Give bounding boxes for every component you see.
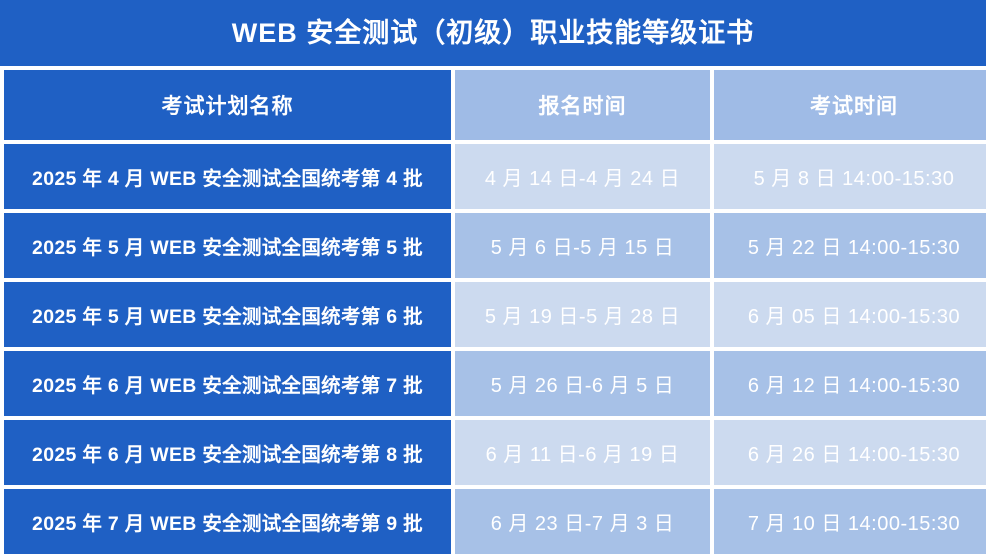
cell-plan-name: 2025 年 6 月 WEB 安全测试全国统考第 7 批 [4, 351, 451, 416]
table-row: 2025 年 6 月 WEB 安全测试全国统考第 7 批 5 月 26 日-6 … [4, 351, 986, 416]
cell-signup-time: 6 月 11 日-6 月 19 日 [455, 420, 710, 485]
table-row: 2025 年 4 月 WEB 安全测试全国统考第 4 批 4 月 14 日-4 … [4, 144, 986, 209]
table-row: 2025 年 5 月 WEB 安全测试全国统考第 6 批 5 月 19 日-5 … [4, 282, 986, 347]
cell-signup-time: 6 月 23 日-7 月 3 日 [455, 489, 710, 554]
cell-plan-name: 2025 年 6 月 WEB 安全测试全国统考第 8 批 [4, 420, 451, 485]
cell-signup-time: 5 月 26 日-6 月 5 日 [455, 351, 710, 416]
cell-plan-name: 2025 年 5 月 WEB 安全测试全国统考第 5 批 [4, 213, 451, 278]
cell-exam-time: 6 月 12 日 14:00-15:30 [714, 351, 986, 416]
column-header-signup-time: 报名时间 [455, 70, 710, 140]
title-banner: WEB 安全测试（初级）职业技能等级证书 [0, 0, 986, 66]
table-row: 2025 年 7 月 WEB 安全测试全国统考第 9 批 6 月 23 日-7 … [4, 489, 986, 554]
cell-plan-name: 2025 年 5 月 WEB 安全测试全国统考第 6 批 [4, 282, 451, 347]
cell-exam-time: 6 月 05 日 14:00-15:30 [714, 282, 986, 347]
cell-exam-time: 5 月 22 日 14:00-15:30 [714, 213, 986, 278]
page-title: WEB 安全测试（初级）职业技能等级证书 [231, 17, 755, 48]
cell-signup-time: 4 月 14 日-4 月 24 日 [455, 144, 710, 209]
cell-signup-time: 5 月 6 日-5 月 15 日 [455, 213, 710, 278]
cell-exam-time: 6 月 26 日 14:00-15:30 [714, 420, 986, 485]
table-row: 2025 年 5 月 WEB 安全测试全国统考第 5 批 5 月 6 日-5 月… [4, 213, 986, 278]
cell-exam-time: 7 月 10 日 14:00-15:30 [714, 489, 986, 554]
table-row: 2025 年 6 月 WEB 安全测试全国统考第 8 批 6 月 11 日-6 … [4, 420, 986, 485]
cell-plan-name: 2025 年 7 月 WEB 安全测试全国统考第 9 批 [4, 489, 451, 554]
table-header-row: 考试计划名称 报名时间 考试时间 [4, 70, 986, 140]
cell-signup-time: 5 月 19 日-5 月 28 日 [455, 282, 710, 347]
column-header-plan-name: 考试计划名称 [4, 70, 451, 140]
cell-plan-name: 2025 年 4 月 WEB 安全测试全国统考第 4 批 [4, 144, 451, 209]
column-header-exam-time: 考试时间 [714, 70, 986, 140]
exam-schedule-table: 考试计划名称 报名时间 考试时间 2025 年 4 月 WEB 安全测试全国统考… [0, 66, 986, 558]
cell-exam-time: 5 月 8 日 14:00-15:30 [714, 144, 986, 209]
